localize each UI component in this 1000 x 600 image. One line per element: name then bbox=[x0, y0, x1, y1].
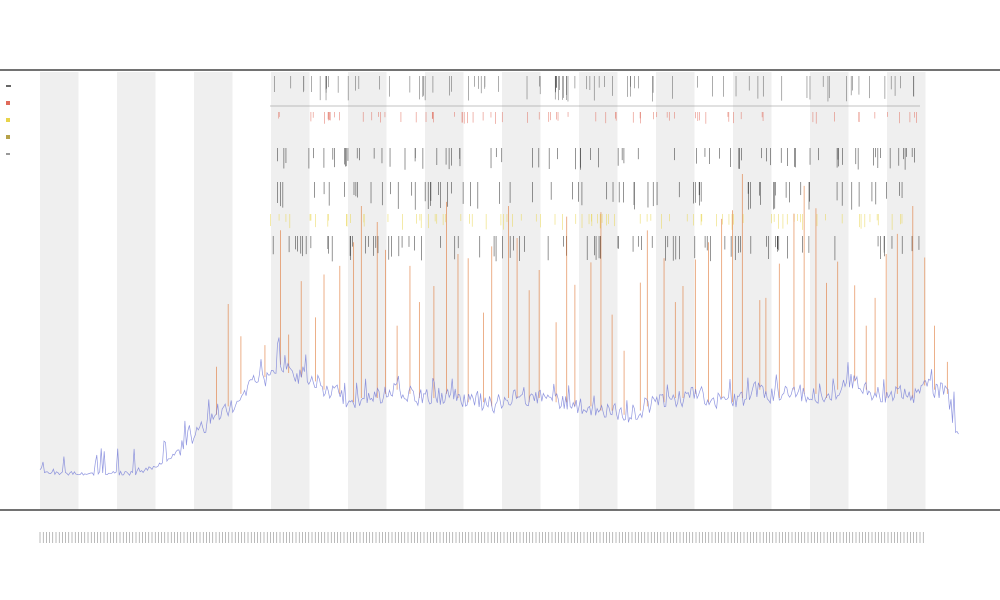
legend-marker bbox=[6, 101, 10, 105]
shaded-band bbox=[502, 72, 541, 510]
shaded-band bbox=[40, 72, 79, 510]
shaded-band bbox=[348, 72, 387, 510]
shaded-band bbox=[425, 72, 464, 510]
shaded-band bbox=[810, 72, 849, 510]
series-line bbox=[39, 337, 959, 477]
shaded-band bbox=[579, 72, 618, 510]
shaded-band bbox=[194, 72, 233, 510]
legend-marker bbox=[6, 135, 10, 139]
shaded-band bbox=[656, 72, 695, 510]
legend-marker bbox=[6, 118, 10, 122]
shaded-band bbox=[887, 72, 926, 510]
shaded-band bbox=[733, 72, 772, 510]
shaded-band bbox=[117, 72, 156, 510]
shaded-band bbox=[271, 72, 310, 510]
